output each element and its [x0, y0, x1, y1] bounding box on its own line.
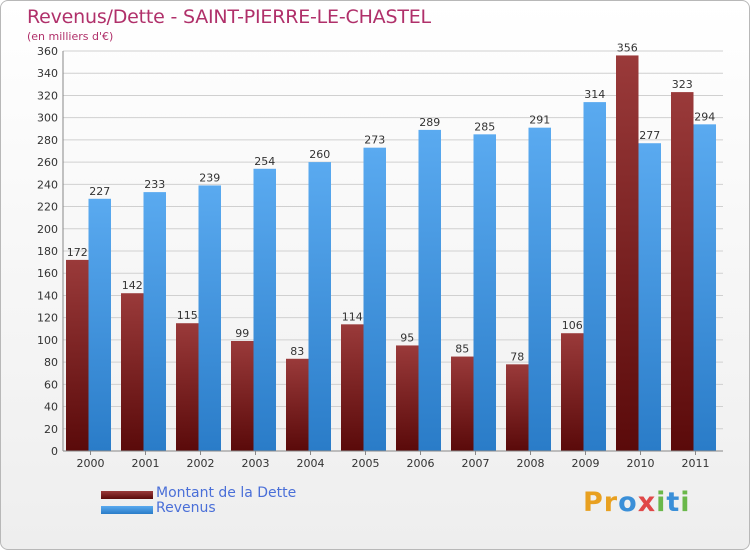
- y-tick-label: 320: [37, 89, 58, 102]
- y-tick-label: 240: [37, 178, 58, 191]
- data-label-debt: 106: [562, 319, 583, 332]
- data-label-revenue: 254: [254, 155, 275, 168]
- data-label-debt: 323: [672, 78, 693, 91]
- data-label-revenue: 227: [89, 185, 110, 198]
- data-label-debt: 95: [400, 331, 414, 344]
- x-tick-label: 2000: [77, 457, 105, 470]
- logo-letter: i: [680, 487, 691, 518]
- bar-debt-2006: [396, 345, 419, 451]
- x-tick-label: 2006: [407, 457, 435, 470]
- bar-revenue-2001: [143, 192, 166, 451]
- x-tick-label: 2009: [572, 457, 600, 470]
- data-label-revenue: 285: [474, 120, 495, 133]
- bar-revenue-2005: [363, 147, 386, 451]
- bar-revenue-2000: [88, 198, 111, 451]
- legend-label-revenue: Revenus: [156, 500, 216, 516]
- y-tick-label: 220: [37, 201, 58, 214]
- data-label-revenue: 314: [584, 88, 605, 101]
- x-tick-label: 2011: [682, 457, 710, 470]
- bars: 172 227 142 233 115 239 99 254 83 260 114 273 95 289 8…: [66, 41, 716, 452]
- x-tick-label: 2001: [132, 457, 160, 470]
- y-tick-label: 80: [44, 356, 58, 369]
- logo-letter: r: [603, 487, 619, 518]
- y-tick-label: 180: [37, 245, 58, 258]
- x-tick-label: 2005: [352, 457, 380, 470]
- y-tick-label: 40: [44, 401, 58, 414]
- data-label-debt: 114: [342, 310, 363, 323]
- axes: 0 20 40 60 80 100 120 140 160 180 200 220 240 260 280 3…: [37, 45, 723, 470]
- y-tick-label: 20: [44, 423, 58, 436]
- data-label-debt: 142: [122, 279, 143, 292]
- bar-debt-2005: [341, 324, 364, 451]
- grid-lines: [63, 50, 723, 430]
- bar-debt-2007: [451, 356, 474, 451]
- data-label-revenue: 289: [419, 116, 440, 129]
- data-label-debt: 99: [235, 327, 249, 340]
- legend-swatch-debt: [101, 491, 153, 499]
- bar-revenue-2002: [198, 185, 221, 451]
- y-tick-label: 0: [51, 445, 58, 458]
- data-label-debt: 172: [67, 246, 88, 259]
- bar-revenue-2010: [638, 143, 661, 451]
- data-label-revenue: 291: [529, 114, 550, 127]
- bar-debt-2001: [121, 293, 144, 451]
- data-label-revenue: 239: [199, 171, 220, 184]
- data-label-debt: 356: [617, 41, 638, 54]
- y-tick-label: 60: [44, 378, 58, 391]
- bar-revenue-2009: [583, 102, 606, 451]
- logo-letter: t: [666, 487, 681, 518]
- y-tick-label: 160: [37, 267, 58, 280]
- legend-label-debt: Montant de la Dette: [156, 485, 297, 501]
- bar-revenue-2003: [253, 168, 276, 451]
- y-tick-label: 340: [37, 67, 58, 80]
- x-tick-label: 2010: [627, 457, 655, 470]
- data-label-revenue: 294: [694, 110, 715, 123]
- bar-revenue-2007: [473, 134, 496, 452]
- data-label-revenue: 277: [639, 129, 660, 142]
- bar-debt-2009: [561, 333, 584, 451]
- legend-swatch-revenue: [101, 506, 153, 514]
- data-label-revenue: 273: [364, 134, 385, 147]
- y-tick-label: 200: [37, 223, 58, 236]
- y-tick-label: 260: [37, 156, 58, 169]
- x-tick-label: 2007: [462, 457, 490, 470]
- y-tick-label: 140: [37, 289, 58, 302]
- bar-revenue-2004: [308, 162, 331, 451]
- logo-letter: i: [656, 487, 667, 518]
- y-tick-label: 100: [37, 334, 58, 347]
- bar-debt-2008: [506, 364, 529, 451]
- data-label-debt: 83: [290, 345, 304, 358]
- proxiti-logo: Proxiti: [583, 487, 691, 518]
- y-tick-label: 280: [37, 134, 58, 147]
- logo-letter: x: [637, 487, 657, 518]
- y-tick-label: 300: [37, 112, 58, 125]
- bar-revenue-2011: [693, 124, 716, 451]
- bar-debt-2003: [231, 341, 254, 451]
- logo-letter: P: [583, 487, 604, 518]
- x-tick-label: 2003: [242, 457, 270, 470]
- data-label-debt: 115: [177, 309, 198, 322]
- data-label-debt: 85: [455, 343, 469, 356]
- x-tick-label: 2008: [517, 457, 545, 470]
- data-label-debt: 78: [510, 350, 524, 363]
- data-label-revenue: 233: [144, 178, 165, 191]
- bar-debt-2011: [671, 92, 694, 451]
- data-label-revenue: 260: [309, 148, 330, 161]
- x-tick-label: 2004: [297, 457, 325, 470]
- bar-debt-2000: [66, 259, 89, 451]
- bar-revenue-2006: [418, 129, 441, 451]
- chart-title: Revenus/Dette - SAINT-PIERRE-LE-CHASTEL: [27, 6, 431, 28]
- bar-revenue-2008: [528, 127, 551, 452]
- bar-debt-2010: [616, 55, 639, 451]
- y-tick-label: 360: [37, 45, 58, 58]
- y-tick-label: 120: [37, 312, 58, 325]
- bar-debt-2002: [176, 323, 199, 451]
- logo-letter: o: [618, 487, 638, 518]
- chart-subtitle: (en milliers d'€): [27, 30, 114, 43]
- x-tick-label: 2002: [187, 457, 215, 470]
- bar-debt-2004: [286, 358, 309, 451]
